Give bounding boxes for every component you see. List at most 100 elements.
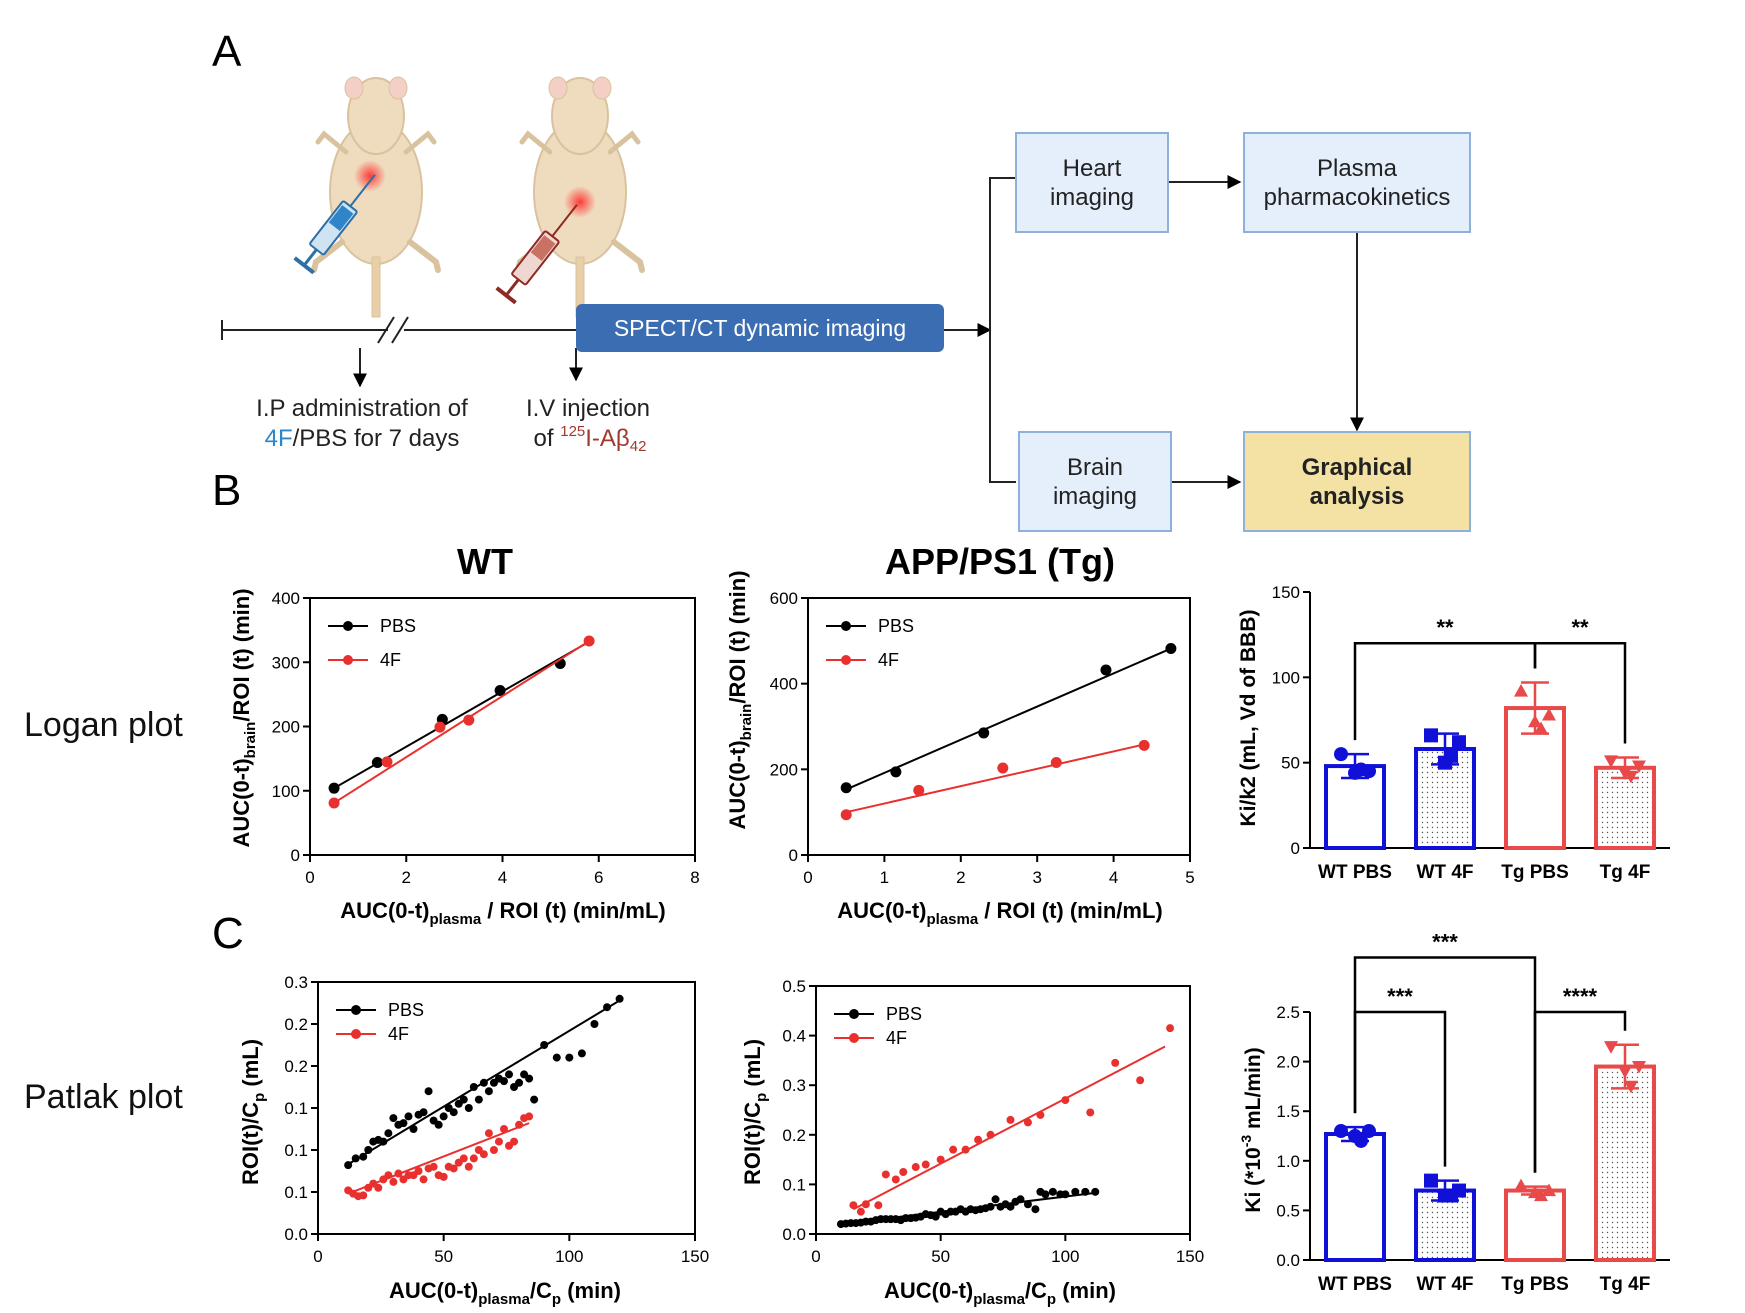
significance-label: **** xyxy=(1563,984,1598,1009)
data-point xyxy=(1534,1188,1548,1202)
significance-label: *** xyxy=(1432,929,1458,954)
data-point-pbs xyxy=(1091,1187,1100,1196)
y-tick-label: 400 xyxy=(272,589,300,608)
data-point-pbs xyxy=(419,1108,428,1117)
data-point-4f xyxy=(961,1145,970,1154)
legend-label-pbs: PBS xyxy=(380,616,416,636)
ip-label-4f: 4F xyxy=(265,425,293,452)
legend-label-pbs: PBS xyxy=(886,1004,922,1024)
x-tick-label: 0 xyxy=(313,1247,322,1266)
plasma-pk-label-1: Plasma xyxy=(1317,155,1398,182)
logan-row-label: Logan plot xyxy=(24,706,183,744)
x-label-sub2: p xyxy=(552,1291,561,1308)
y-label-rest: /ROI (t) (min) xyxy=(229,588,254,721)
data-point-pbs xyxy=(840,782,852,794)
graphical-analysis-label-2: analysis xyxy=(1310,483,1405,510)
data-point-4f xyxy=(510,1137,519,1146)
iv-label-line1: I.V injection xyxy=(526,395,650,422)
category-label: Tg PBS xyxy=(1501,862,1569,883)
category-label: WT 4F xyxy=(1417,1274,1474,1295)
x-tick-label: 0 xyxy=(803,868,812,887)
y-label-sub: p xyxy=(251,1093,268,1102)
data-point-4f xyxy=(899,1168,908,1176)
data-point xyxy=(1444,1188,1458,1203)
y-tick-label: 0.3 xyxy=(284,973,308,992)
data-point-4f xyxy=(1138,739,1150,751)
y-tick-label: 150 xyxy=(1272,583,1300,602)
x-tick-label: 0 xyxy=(811,1247,820,1266)
data-point-pbs xyxy=(590,1020,599,1028)
fit-line-4f xyxy=(333,640,590,804)
data-point xyxy=(1334,1124,1348,1139)
plasma-pk-box xyxy=(1243,132,1471,233)
spect-ct-label: SPECT/CT dynamic imaging xyxy=(614,315,906,341)
data-point-pbs xyxy=(565,1053,574,1062)
y-label-main: ROI(t)/C xyxy=(238,1102,263,1185)
data-point xyxy=(1444,748,1458,763)
x-tick-label: 0 xyxy=(305,868,314,887)
syringe-icon xyxy=(293,174,376,275)
data-point xyxy=(1618,1065,1632,1079)
data-point-pbs xyxy=(364,1146,373,1154)
data-point-4f xyxy=(449,1164,458,1173)
data-point-4f xyxy=(328,797,340,809)
data-point-4f xyxy=(1023,1118,1032,1127)
x-tick-label: 100 xyxy=(1051,1247,1079,1266)
y-tick-label: 0.0 xyxy=(782,1225,806,1244)
x-tick-label: 2 xyxy=(956,868,965,887)
data-point-pbs xyxy=(1006,1202,1015,1211)
data-point xyxy=(1632,1060,1646,1074)
data-point-pbs xyxy=(479,1078,488,1087)
data-point xyxy=(1424,1173,1438,1188)
data-point-pbs xyxy=(359,1152,368,1161)
data-point xyxy=(1542,707,1556,721)
data-point-4f xyxy=(1061,1096,1070,1105)
plot-frame xyxy=(807,597,1191,856)
data-point-4f xyxy=(419,1175,428,1184)
data-point-4f xyxy=(856,1207,865,1216)
data-point-4f xyxy=(525,1112,534,1121)
data-point xyxy=(1514,1178,1528,1192)
graphical-analysis-label-1: Graphical xyxy=(1302,454,1413,481)
y-tick-label: 0.2 xyxy=(284,1057,308,1076)
plot-frame xyxy=(317,981,696,1235)
data-point-4f xyxy=(997,762,1009,774)
data-point xyxy=(1452,735,1466,750)
chart-patlak_wt: 0 50 100 150 0.0 0.1 0.1 0.1 0.2 0.2 0.3 AUC(0-t)pl… xyxy=(238,973,709,1308)
y-label-rest: /ROI (t) (min) xyxy=(725,570,750,703)
data-point-pbs xyxy=(1031,1205,1040,1214)
significance-bracket xyxy=(1353,956,1537,1173)
data-point-pbs xyxy=(371,756,383,768)
bar xyxy=(1504,1188,1566,1263)
data-point-4f xyxy=(479,1150,488,1159)
x-axis-label: AUC(0-t)plasma / ROI (t) (min/mL) xyxy=(837,898,1162,928)
data-point-pbs xyxy=(474,1095,483,1104)
data-point-pbs xyxy=(505,1070,514,1079)
legend-marker-pbs xyxy=(849,1009,859,1019)
data-point-pbs xyxy=(540,1041,549,1049)
y-tick-label: 0.5 xyxy=(782,977,806,996)
y-tick-label: 0.2 xyxy=(782,1126,806,1145)
chart-patlak_tg: 0 50 100 150 0.0 0.1 0.2 0.3 0.4 0.5 AUC(0-t)plasm… xyxy=(740,977,1204,1308)
data-point-pbs xyxy=(389,1114,398,1123)
data-point-pbs xyxy=(1023,1200,1032,1209)
legend-marker-4f xyxy=(351,1029,361,1039)
panel-label-b: B xyxy=(212,466,241,515)
ip-label-line1: I.P administration of xyxy=(256,395,468,422)
brain-imaging-label-1: Brain xyxy=(1067,454,1123,481)
y-axis-label: Ki (*10-3 mL/min) xyxy=(1238,1047,1265,1212)
data-point-4f xyxy=(583,635,595,647)
patlak-row-label: Patlak plot xyxy=(24,1078,183,1116)
data-point-4f xyxy=(494,1137,503,1146)
syringe-icon xyxy=(495,204,578,305)
x-label-rest: / ROI (t) (min/mL) xyxy=(481,898,666,923)
data-point-pbs xyxy=(931,1212,940,1221)
data-point-4f xyxy=(489,1146,498,1154)
x-tick-label: 150 xyxy=(1176,1247,1204,1266)
data-point-pbs xyxy=(328,782,340,794)
x-label-main: AUC(0-t) xyxy=(884,1278,973,1303)
data-point-4f xyxy=(840,809,852,821)
data-point-4f xyxy=(394,1169,403,1178)
data-point-pbs xyxy=(1061,1190,1070,1199)
